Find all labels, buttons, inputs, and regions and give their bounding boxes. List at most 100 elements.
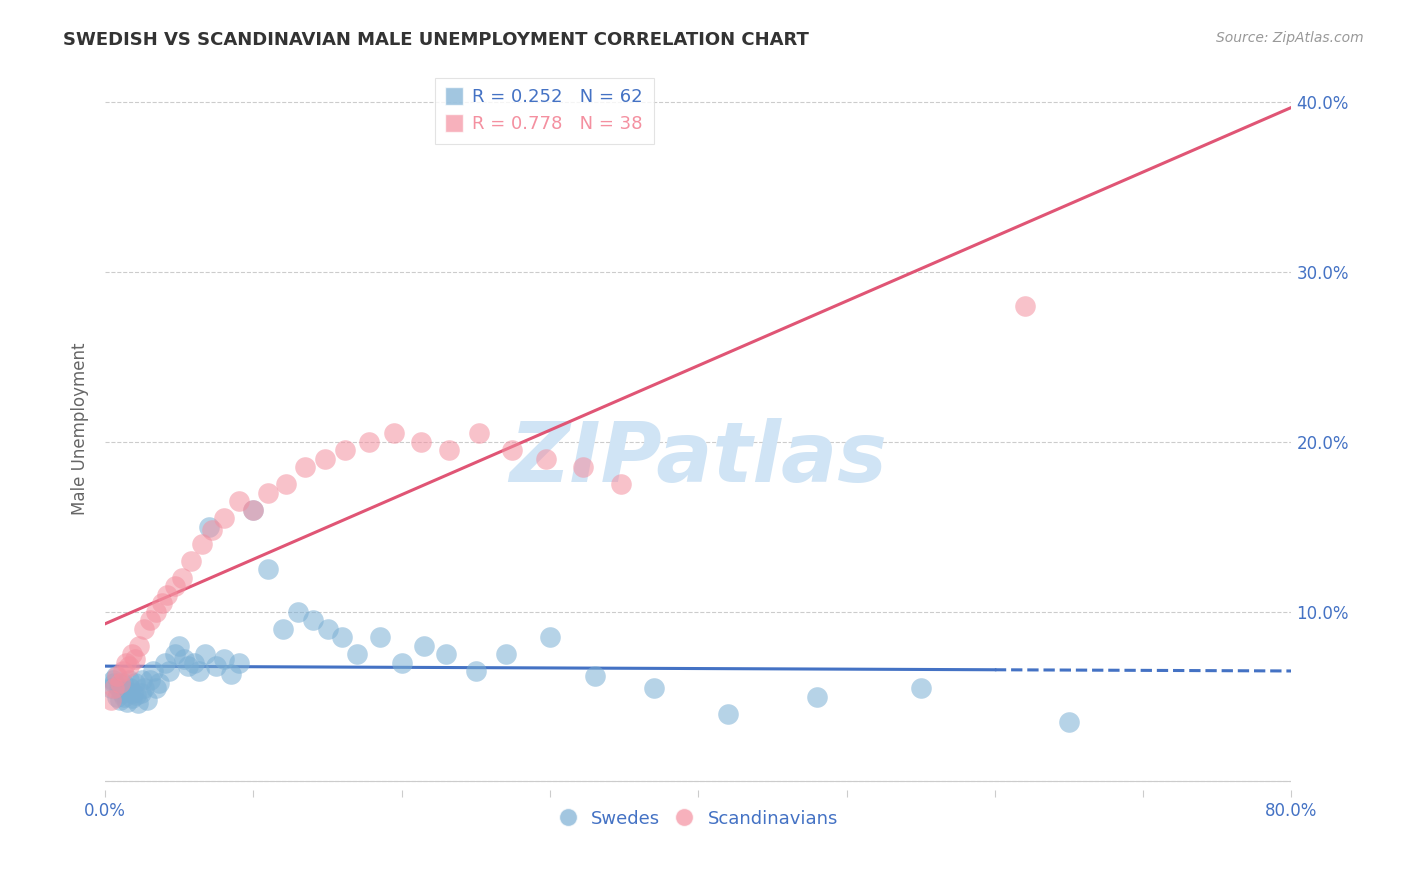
Point bbox=[163, 579, 186, 593]
Point bbox=[219, 667, 242, 681]
Point bbox=[610, 477, 633, 491]
Point bbox=[115, 656, 138, 670]
Point bbox=[129, 686, 152, 700]
Point bbox=[163, 647, 186, 661]
Point bbox=[368, 630, 391, 644]
Text: ZIPatlas: ZIPatlas bbox=[509, 417, 887, 499]
Point bbox=[294, 460, 316, 475]
Point bbox=[495, 647, 517, 661]
Point bbox=[391, 656, 413, 670]
Point bbox=[212, 511, 235, 525]
Point bbox=[501, 443, 523, 458]
Point bbox=[271, 622, 294, 636]
Point bbox=[124, 652, 146, 666]
Point bbox=[108, 693, 131, 707]
Point bbox=[287, 605, 309, 619]
Point bbox=[717, 706, 740, 721]
Point bbox=[205, 659, 228, 673]
Point bbox=[103, 681, 125, 695]
Point bbox=[111, 664, 134, 678]
Point bbox=[101, 673, 124, 687]
Point bbox=[127, 697, 149, 711]
Point bbox=[643, 681, 665, 695]
Point bbox=[228, 656, 250, 670]
Point bbox=[1014, 299, 1036, 313]
Point bbox=[105, 669, 128, 683]
Point bbox=[201, 523, 224, 537]
Point bbox=[121, 647, 143, 661]
Point bbox=[212, 652, 235, 666]
Point bbox=[257, 486, 280, 500]
Point bbox=[382, 426, 405, 441]
Point bbox=[464, 664, 486, 678]
Point bbox=[148, 676, 170, 690]
Point bbox=[110, 686, 132, 700]
Point bbox=[104, 669, 127, 683]
Point bbox=[103, 676, 125, 690]
Legend: Swedes, Scandinavians: Swedes, Scandinavians bbox=[551, 803, 845, 835]
Point bbox=[538, 630, 561, 644]
Point bbox=[132, 622, 155, 636]
Point bbox=[111, 676, 134, 690]
Point bbox=[193, 647, 215, 661]
Point bbox=[153, 656, 176, 670]
Point bbox=[117, 695, 139, 709]
Text: Source: ZipAtlas.com: Source: ZipAtlas.com bbox=[1216, 31, 1364, 45]
Point bbox=[138, 613, 160, 627]
Point bbox=[180, 554, 202, 568]
Point bbox=[172, 571, 194, 585]
Point bbox=[125, 688, 148, 702]
Point bbox=[198, 520, 221, 534]
Point bbox=[122, 686, 145, 700]
Point bbox=[100, 681, 122, 695]
Point bbox=[409, 434, 432, 449]
Point bbox=[413, 639, 436, 653]
Point bbox=[132, 681, 155, 695]
Point bbox=[910, 681, 932, 695]
Point bbox=[335, 443, 357, 458]
Point bbox=[187, 664, 209, 678]
Point bbox=[314, 451, 336, 466]
Point bbox=[114, 690, 136, 704]
Point bbox=[107, 681, 129, 695]
Point bbox=[157, 664, 180, 678]
Point bbox=[115, 684, 138, 698]
Point bbox=[534, 451, 557, 466]
Point bbox=[359, 434, 381, 449]
Point bbox=[274, 477, 297, 491]
Point bbox=[332, 630, 354, 644]
Point bbox=[583, 669, 606, 683]
Point bbox=[145, 605, 167, 619]
Point bbox=[301, 613, 323, 627]
Point bbox=[316, 622, 339, 636]
Point bbox=[156, 588, 179, 602]
Point bbox=[173, 652, 195, 666]
Point bbox=[806, 690, 828, 704]
Point bbox=[118, 659, 141, 673]
Point bbox=[439, 443, 461, 458]
Point bbox=[124, 676, 146, 690]
Point bbox=[468, 426, 491, 441]
Point bbox=[142, 664, 165, 678]
Point bbox=[183, 656, 205, 670]
Point bbox=[1057, 714, 1080, 729]
Point bbox=[131, 673, 153, 687]
Point bbox=[190, 537, 212, 551]
Point bbox=[145, 681, 167, 695]
Point bbox=[138, 673, 160, 687]
Point bbox=[571, 460, 593, 475]
Point bbox=[120, 681, 142, 695]
Point bbox=[128, 639, 150, 653]
Point bbox=[346, 647, 368, 661]
Point bbox=[150, 596, 173, 610]
Point bbox=[177, 659, 200, 673]
Point bbox=[257, 562, 280, 576]
Point bbox=[108, 676, 131, 690]
Point bbox=[135, 693, 157, 707]
Point bbox=[242, 503, 264, 517]
Y-axis label: Male Unemployment: Male Unemployment bbox=[72, 343, 89, 516]
Point bbox=[100, 693, 122, 707]
Point bbox=[434, 647, 457, 661]
Point bbox=[121, 691, 143, 706]
Point bbox=[105, 690, 128, 704]
